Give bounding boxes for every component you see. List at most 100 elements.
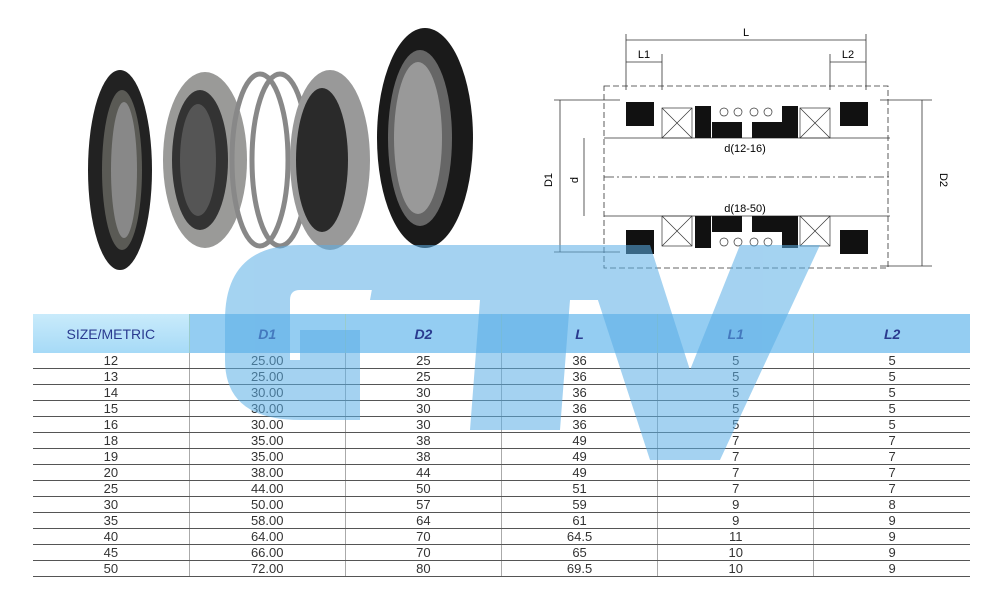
cell-size: 12: [33, 353, 190, 369]
cell-l: 51: [501, 480, 659, 497]
cell-d2: 57: [345, 496, 502, 513]
seal-head: [163, 72, 247, 248]
cell-size: 45: [33, 544, 190, 561]
cell-d1: 66.00: [189, 544, 346, 561]
cell-size: 18: [33, 432, 190, 449]
cell-l2: 7: [813, 432, 970, 449]
cell-l1: 7: [657, 464, 815, 481]
cell-l2: 7: [813, 464, 970, 481]
cell-d1: 50.00: [189, 496, 346, 513]
cell-l1: 9: [657, 496, 815, 513]
cell-l: 49: [501, 432, 659, 449]
cell-l2: 5: [813, 416, 970, 433]
table-row: 18 35.00 38 49 7 7: [33, 432, 970, 449]
cell-d1: 72.00: [189, 560, 346, 577]
cell-d1: 58.00: [189, 512, 346, 529]
cell-size: 35: [33, 512, 190, 529]
table-row: 13 25.00 25 36 5 5: [33, 368, 970, 385]
cell-l: 59: [501, 496, 659, 513]
cell-d2: 25: [345, 368, 502, 385]
cell-l: 36: [501, 416, 659, 433]
cell-d2: 30: [345, 400, 502, 417]
cell-d2: 64: [345, 512, 502, 529]
cell-l1: 7: [657, 448, 815, 465]
cell-size: 20: [33, 464, 190, 481]
label-d: d: [569, 177, 581, 183]
header-d1: D1: [189, 314, 346, 353]
label-D1: D1: [543, 173, 555, 187]
table-row: 16 30.00 30 36 5 5: [33, 416, 970, 433]
cell-l2: 9: [813, 512, 970, 529]
cell-size: 13: [33, 368, 190, 385]
cell-l2: 5: [813, 353, 970, 369]
cell-l: 65: [501, 544, 659, 561]
label-L2: L2: [842, 49, 854, 61]
cell-d2: 44: [345, 464, 502, 481]
header-l1: L1: [657, 314, 815, 353]
header-size: SIZE/METRIC: [33, 314, 190, 353]
cell-d1: 38.00: [189, 464, 346, 481]
table-row: 40 64.00 70 64.5 11 9: [33, 528, 970, 545]
cell-l1: 5: [657, 400, 815, 417]
cell-l: 36: [501, 384, 659, 401]
seal-cross-section-drawing: L L1 L2 d(12-16) d(18-50) D1 d D2: [543, 27, 949, 269]
header-l2: L2: [813, 314, 970, 353]
table-row: 19 35.00 38 49 7 7: [33, 448, 970, 465]
table-row: 15 30.00 30 36 5 5: [33, 400, 970, 417]
cell-d1: 25.00: [189, 368, 346, 385]
cell-l: 36: [501, 353, 659, 369]
cell-d2: 30: [345, 416, 502, 433]
seal-ring-left: [88, 70, 152, 270]
cell-l2: 9: [813, 528, 970, 545]
cell-d2: 25: [345, 353, 502, 369]
cell-d1: 64.00: [189, 528, 346, 545]
seal-rotating: [290, 70, 370, 250]
cell-l2: 7: [813, 480, 970, 497]
label-L: L: [743, 27, 749, 39]
cell-size: 25: [33, 480, 190, 497]
cell-l2: 8: [813, 496, 970, 513]
cell-l: 64.5: [501, 528, 659, 545]
label-D2: D2: [937, 173, 949, 187]
table-row: 14 30.00 30 36 5 5: [33, 384, 970, 401]
cell-d1: 44.00: [189, 480, 346, 497]
cell-size: 19: [33, 448, 190, 465]
table-row: 45 66.00 70 65 10 9: [33, 544, 970, 561]
seal-dimension-table: SIZE/METRIC D1 D2 L L1 L2 12 25.00 25 36 5 5 1…: [33, 314, 970, 577]
cell-l1: 7: [657, 480, 815, 497]
cell-l2: 9: [813, 560, 970, 577]
cell-size: 14: [33, 384, 190, 401]
cell-l1: 5: [657, 353, 815, 369]
label-L1: L1: [638, 49, 650, 61]
cell-d2: 30: [345, 384, 502, 401]
cell-l1: 11: [657, 528, 815, 545]
label-d-small: d(12-16): [724, 143, 766, 155]
cell-d2: 80: [345, 560, 502, 577]
cell-size: 16: [33, 416, 190, 433]
cell-size: 50: [33, 560, 190, 577]
cell-d2: 38: [345, 432, 502, 449]
cell-d1: 25.00: [189, 353, 346, 369]
cell-l1: 5: [657, 384, 815, 401]
table-row: 25 44.00 50 51 7 7: [33, 480, 970, 497]
table-row: 50 72.00 80 69.5 10 9: [33, 560, 970, 577]
cell-l2: 5: [813, 368, 970, 385]
cell-l: 49: [501, 464, 659, 481]
cell-l2: 5: [813, 384, 970, 401]
header-d2: D2: [345, 314, 502, 353]
label-d-large: d(18-50): [724, 203, 766, 215]
table-row: 20 38.00 44 49 7 7: [33, 464, 970, 481]
seal-ring-right: [377, 28, 473, 248]
table-row: 12 25.00 25 36 5 5: [33, 353, 970, 369]
cell-d1: 35.00: [189, 432, 346, 449]
cell-d2: 70: [345, 528, 502, 545]
cell-d2: 70: [345, 544, 502, 561]
cell-l: 36: [501, 368, 659, 385]
cell-l1: 5: [657, 368, 815, 385]
table-row: 35 58.00 64 61 9 9: [33, 512, 970, 529]
cell-size: 40: [33, 528, 190, 545]
cell-l2: 9: [813, 544, 970, 561]
cell-l1: 7: [657, 432, 815, 449]
cell-size: 15: [33, 400, 190, 417]
cell-d2: 38: [345, 448, 502, 465]
